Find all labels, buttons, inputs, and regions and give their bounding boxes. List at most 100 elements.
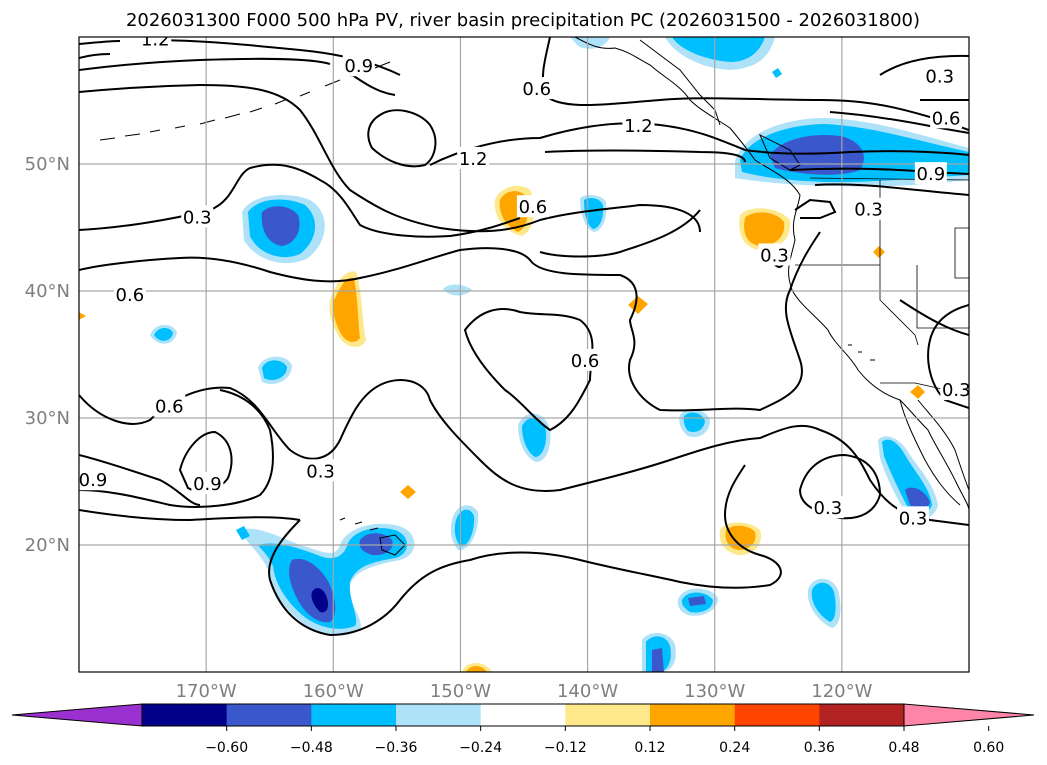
colorbar-segment: [734, 704, 820, 726]
lat-tick-label: 40°N: [25, 281, 70, 302]
contour-label: 0.3: [760, 245, 789, 266]
contour-label-bg: [940, 378, 969, 401]
shade-blue: [584, 197, 604, 229]
colorbar-tick-label: 0.48: [888, 740, 919, 756]
contour-label: 0.9: [344, 56, 373, 77]
shade-blue-dark: [652, 648, 664, 672]
contour-label: 0.9: [193, 474, 222, 495]
shade-orange: [910, 385, 925, 399]
coastline-baja: [899, 399, 961, 506]
colorbar-tick-label: 0.36: [804, 740, 835, 756]
contour-1p2-band: [429, 122, 969, 166]
contour-0p6-top: [79, 83, 701, 233]
contour-label-bg: [897, 506, 930, 529]
contour-0p9-top-left: [79, 53, 111, 59]
coastline-gulf-california: [917, 399, 969, 491]
contour-0p3-right: [879, 54, 969, 76]
contour-label-bg: [304, 459, 337, 482]
coastline-north-america: [574, 37, 969, 511]
contour-label: 0.6: [522, 79, 551, 100]
colorbar-extend-high: [903, 703, 1035, 727]
contour-label: 1.2: [141, 30, 170, 51]
shade-orange: [466, 666, 487, 672]
contour-labels: 1.2 0.9 0.6 1.2 1.2 0.3 0.6 0.3 0.6 0.6 0.6 0.9 0.9 0…: [79, 30, 969, 529]
contour-label: 0.3: [814, 498, 843, 519]
map-frame: [78, 36, 970, 673]
shade-orange: [873, 246, 885, 258]
colorbar-segment: [819, 704, 905, 726]
contour-label-bg: [342, 54, 375, 77]
contour-0p9-left: [79, 454, 201, 506]
shade-blue: [454, 509, 475, 547]
colorbar-extend-low: [11, 703, 143, 727]
precipitation-shading: [79, 37, 969, 672]
contour-label: 0.3: [854, 200, 883, 221]
colorbar-segment: [226, 704, 312, 726]
contour-0p6-left: [79, 389, 274, 508]
border-california-nevada: [879, 265, 919, 346]
colorbar-frame: [141, 703, 905, 727]
contour-label-bg: [923, 64, 956, 87]
colorbar-segment: [311, 704, 397, 726]
colorbar-tick-label: −0.36: [375, 740, 418, 756]
shade-orange: [400, 485, 416, 499]
shade-orange: [628, 296, 648, 314]
coastline-socal-islands: [848, 344, 875, 361]
contour-0p3-east: [539, 209, 701, 258]
contour-label-bg: [852, 197, 885, 220]
shade-blue: [811, 582, 836, 622]
axis-tick-labels: 170°W 160°W 150°W 140°W 130°W 120°W 20°N 30°N 40…: [25, 154, 873, 702]
map-panel: 1.2 0.9 0.6 1.2 1.2 0.3 0.6 0.3 0.6 0.6 0.6 0.9 0.9 0…: [78, 30, 970, 673]
contour-0p3-se: [927, 304, 969, 409]
contour-label: 1.2: [624, 116, 653, 137]
colorbar: −0.60 −0.48 −0.36 −0.24 −0.12 0.12 0.24 0.36 0.4…: [11, 703, 1035, 756]
shade-blue-dark: [261, 206, 300, 246]
contour-label-bg: [930, 106, 963, 129]
contour-1p2-band-b: [544, 149, 746, 163]
contour-label-bg: [758, 243, 791, 266]
contour-label: 0.6: [155, 397, 184, 418]
contour-label-bg: [520, 77, 553, 100]
contour-0p3-coast: [794, 198, 837, 219]
lat-tick-label: 30°N: [25, 408, 70, 429]
contour-label-bg: [457, 146, 490, 169]
colorbar-tick-label: 0.24: [719, 740, 750, 756]
contour-label: 1.2: [459, 149, 488, 170]
contour-0p6-loop: [463, 308, 594, 432]
colorbar-tick-label: −0.48: [290, 740, 333, 756]
contour-label-bg: [191, 472, 224, 495]
shade-orange: [744, 212, 785, 246]
contour-label-bg: [139, 37, 172, 50]
contour-label-bg: [113, 282, 146, 305]
contour-0p3-far-se: [899, 299, 969, 336]
contour-label: 0.3: [925, 66, 954, 87]
shade-blue-dark: [770, 134, 864, 175]
colorbar-segment: [565, 704, 651, 726]
colorbar-tick-label: 0.12: [634, 740, 665, 756]
contour-label-bg: [811, 496, 844, 519]
shade-blue: [154, 327, 173, 341]
contour-label-bg: [181, 205, 214, 228]
lon-tick-label: 120°W: [811, 681, 872, 702]
colorbar-tick-label: −0.12: [544, 740, 587, 756]
contour-label: 0.9: [79, 470, 108, 491]
shade-blue-dark: [359, 533, 393, 556]
coastline-hawaii: [339, 517, 406, 556]
coastline-vancouver: [758, 133, 801, 171]
contour-label-bg: [516, 195, 549, 218]
shade-blue: [236, 526, 250, 540]
contour-label: 0.3: [899, 508, 928, 529]
lon-tick-label: 160°W: [303, 681, 364, 702]
colorbar-segment: [396, 704, 482, 726]
lon-tick-label: 150°W: [430, 681, 491, 702]
colorbar-tick-label: −0.60: [205, 740, 248, 756]
contour-label-bg: [153, 394, 186, 417]
shade-orange: [725, 525, 756, 550]
contour-label: 0.3: [183, 207, 212, 228]
figure-title: 2026031300 F000 500 hPa PV, river basin …: [126, 10, 920, 31]
shade-blue: [262, 360, 287, 380]
contour-0p3-big: [79, 379, 969, 526]
colorbar-tick-label: 0.60: [973, 740, 1004, 756]
shade-blue: [672, 37, 765, 62]
